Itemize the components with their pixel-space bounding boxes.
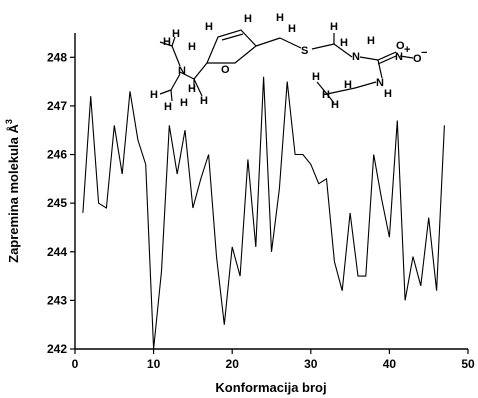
atom-label-h: H — [164, 101, 172, 113]
bond — [279, 37, 302, 49]
atom-label-h: H — [276, 12, 284, 24]
y-tick-label: 246 — [47, 148, 67, 162]
x-tick-label: 20 — [226, 357, 240, 371]
bond — [333, 43, 353, 58]
y-axis-title-base: Zapremina molekula Å — [6, 124, 21, 263]
atom-label-h: H — [205, 21, 213, 33]
atom-label-h: H — [200, 95, 208, 107]
x-axis-ticks: 0 10 20 30 40 50 — [72, 349, 475, 371]
atom-label-h: H — [384, 88, 392, 100]
atom-label-h: H — [244, 13, 252, 25]
atom-label-h: H — [188, 41, 196, 53]
bond — [179, 71, 195, 80]
y-axis-title: Zapremina molekula Å3 — [4, 119, 21, 263]
x-tick-label: 10 — [147, 357, 161, 371]
y-tick-label: 242 — [47, 342, 67, 356]
bond — [255, 37, 281, 47]
atom-label-h: H — [340, 37, 348, 49]
bond — [377, 59, 383, 79]
bond — [159, 41, 173, 47]
bond — [316, 81, 328, 95]
bond — [326, 93, 335, 104]
atom-label-n: N — [178, 65, 186, 77]
atom-label-h: H — [288, 23, 296, 35]
y-axis-ticks: 242 243 244 245 246 247 248 — [47, 50, 75, 356]
atom-label-h: H — [163, 36, 171, 48]
atom-label-h: H — [331, 99, 339, 111]
bond — [171, 36, 176, 47]
bond — [170, 73, 181, 91]
atom-label-o: O — [413, 53, 422, 65]
atom-label-n: N — [395, 51, 403, 63]
atom-label-h: H — [367, 35, 375, 47]
bond — [359, 56, 379, 61]
atom-label-h: H — [330, 21, 338, 33]
x-tick-label: 0 — [72, 357, 79, 371]
bond — [311, 43, 335, 50]
bond — [377, 51, 397, 61]
atom-charge-plus: + — [404, 44, 410, 56]
atom-label-h: H — [322, 89, 330, 101]
atom-label-n: N — [352, 51, 360, 63]
atom-charge-minus: − — [421, 47, 427, 59]
x-tick-label: 40 — [383, 357, 397, 371]
furan-ring — [206, 29, 257, 64]
bond-double — [377, 55, 397, 65]
atom-label-h: H — [312, 71, 320, 83]
atom-label-h: H — [188, 83, 196, 95]
atom-label-h: H — [150, 89, 158, 101]
y-tick-label: 244 — [47, 245, 67, 259]
bond — [170, 89, 173, 102]
x-axis-title: Konformacija broj — [215, 380, 326, 395]
furan-double-bond — [221, 33, 244, 41]
bond — [399, 55, 414, 59]
atom-label-h: H — [180, 97, 188, 109]
bond — [193, 78, 203, 97]
molecule-structure-inset: N O S N N N + O − O H H H H H H H H H H … — [150, 12, 427, 113]
atom-label-o: O — [221, 64, 230, 76]
atom-label-n: N — [376, 77, 384, 89]
y-axis-title-superscript: 3 — [4, 119, 14, 124]
series-line — [82, 76, 445, 350]
y-tick-label: 245 — [47, 196, 67, 210]
atom-label-s: S — [301, 45, 308, 57]
y-tick-label: 248 — [47, 50, 67, 64]
atom-label-h: H — [344, 79, 352, 91]
atom-label-h: H — [172, 28, 180, 40]
x-tick-label: 30 — [304, 357, 318, 371]
atom-label-o: O — [396, 40, 405, 52]
y-tick-label: 247 — [47, 99, 67, 113]
y-tick-label: 243 — [47, 293, 67, 307]
bond — [326, 87, 356, 95]
x-tick-label: 50 — [461, 357, 475, 371]
bond — [159, 89, 172, 95]
bond — [171, 45, 181, 67]
bond — [193, 62, 208, 80]
bond — [354, 81, 377, 89]
